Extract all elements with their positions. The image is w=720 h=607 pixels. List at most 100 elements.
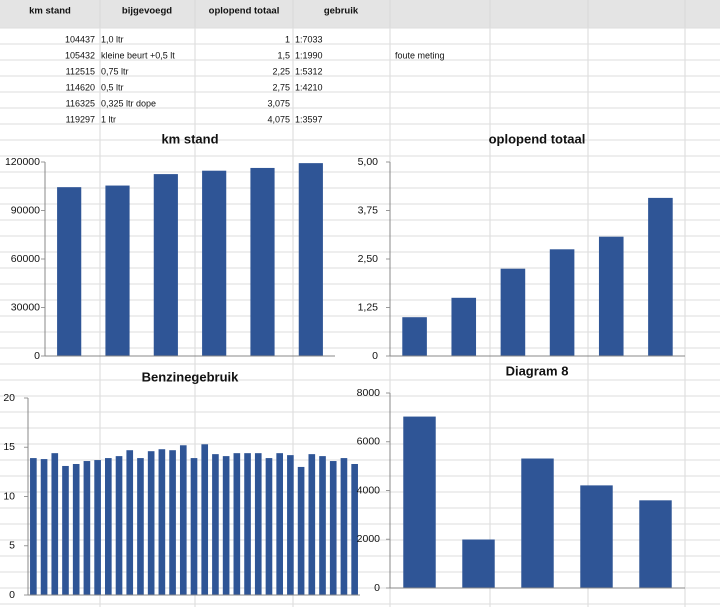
- y-tick-label: 60000: [11, 253, 40, 265]
- bar: [72, 463, 80, 595]
- bar: [549, 249, 575, 356]
- cell: 1: [285, 34, 290, 44]
- chart-title: Diagram 8: [506, 363, 569, 378]
- y-tick-label: 1,25: [358, 301, 379, 313]
- y-tick-label: 15: [3, 441, 15, 453]
- bar: [158, 449, 166, 595]
- bar: [40, 459, 48, 595]
- bar: [233, 453, 241, 595]
- bar: [580, 485, 613, 588]
- cell: 1,0 ltr: [101, 34, 124, 44]
- cell: 3,075: [267, 98, 290, 108]
- bar: [51, 453, 59, 595]
- bar: [62, 465, 69, 595]
- y-tick-label: 0: [372, 350, 378, 362]
- bar: [137, 458, 144, 595]
- cell: 1 ltr: [101, 114, 116, 124]
- y-tick-label: 30000: [11, 301, 40, 313]
- bar: [500, 268, 526, 356]
- bar: [126, 450, 134, 595]
- y-tick-label: 120000: [5, 156, 40, 168]
- bar: [265, 458, 273, 595]
- bar: [147, 451, 155, 595]
- chart-title: oplopend totaal: [489, 131, 586, 146]
- cell: 1,5: [277, 50, 290, 60]
- y-tick-label: 2,50: [358, 253, 379, 265]
- y-tick-label: 3,75: [358, 204, 379, 216]
- bar: [30, 458, 37, 595]
- bar: [462, 539, 495, 588]
- bar: [190, 458, 198, 595]
- y-tick-label: 5: [9, 540, 15, 552]
- y-tick-label: 5,00: [358, 156, 379, 168]
- bar: [598, 236, 624, 356]
- y-tick-label: 90000: [11, 204, 40, 216]
- column-header: oplopend totaal: [209, 6, 280, 17]
- cell: 0,5 ltr: [101, 82, 124, 92]
- bar: [222, 456, 230, 595]
- bar: [403, 416, 436, 588]
- bar: [201, 444, 209, 595]
- bar: [297, 466, 305, 595]
- y-tick-label: 20: [3, 392, 15, 404]
- bar: [308, 454, 316, 595]
- bar: [202, 170, 227, 356]
- header-row: [0, 0, 720, 28]
- bar: [105, 185, 130, 356]
- y-tick-label: 8000: [357, 387, 381, 399]
- y-tick-label: 6000: [357, 436, 381, 448]
- bar: [254, 453, 262, 595]
- bar: [648, 197, 673, 356]
- cell: kleine beurt +0,5 lt: [101, 50, 175, 60]
- cell: 119297: [66, 114, 95, 124]
- cell: 112515: [66, 66, 95, 76]
- y-tick-label: 2000: [357, 533, 381, 545]
- chart-title: Benzinegebruik: [142, 369, 240, 384]
- bar: [287, 455, 294, 595]
- cell: 0,75 ltr: [101, 66, 129, 76]
- cell: 114620: [66, 82, 95, 92]
- bar: [153, 174, 178, 356]
- cell: 2,25: [272, 66, 290, 76]
- cell: 105432: [65, 50, 95, 60]
- cell: 1:1990: [295, 50, 323, 60]
- cell: 1:4210: [295, 82, 323, 92]
- bar: [250, 167, 275, 356]
- y-tick-label: 0: [34, 350, 40, 362]
- column-header: km stand: [29, 6, 71, 17]
- cell: 1:3597: [295, 114, 323, 124]
- cell: 4,075: [267, 114, 290, 124]
- bar: [212, 454, 219, 595]
- y-tick-label: 10: [3, 490, 15, 502]
- cell: foute meting: [395, 50, 445, 60]
- bar: [451, 297, 477, 356]
- column-header: gebruik: [324, 6, 359, 17]
- bar: [276, 453, 283, 595]
- bar: [169, 450, 176, 595]
- bar: [57, 187, 82, 356]
- bar: [340, 458, 348, 595]
- bar: [402, 317, 427, 356]
- bar: [298, 163, 323, 356]
- bar: [319, 456, 326, 595]
- bar: [179, 445, 187, 595]
- bar: [244, 453, 251, 595]
- bar: [83, 461, 91, 595]
- chart-title: km stand: [161, 131, 218, 146]
- column-header: bijgevoegd: [122, 6, 172, 17]
- cell: 2,75: [272, 82, 290, 92]
- y-tick-label: 0: [374, 582, 380, 594]
- bar: [115, 456, 123, 595]
- bar: [105, 458, 112, 595]
- bar: [639, 500, 672, 588]
- cell: 116325: [66, 98, 95, 108]
- y-tick-label: 0: [9, 589, 15, 601]
- cell: 1:7033: [295, 34, 323, 44]
- bar: [94, 460, 101, 595]
- bar: [329, 461, 337, 595]
- cell: 1:5312: [295, 66, 323, 76]
- bar: [521, 458, 554, 588]
- cell: 104437: [65, 34, 95, 44]
- bar: [351, 463, 358, 595]
